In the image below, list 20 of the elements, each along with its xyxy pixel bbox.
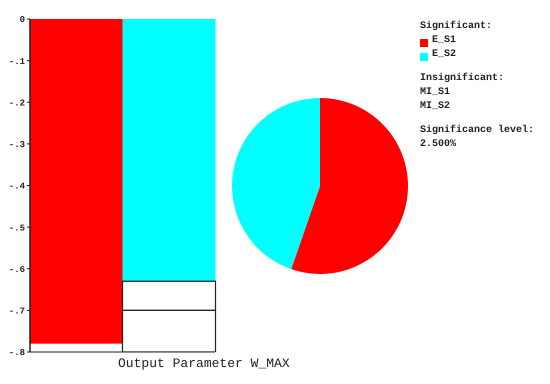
text: Significance level: (420, 124, 534, 138)
y-tick-label: -.6 (8, 264, 25, 275)
text: Insignificant: (420, 72, 506, 86)
y-tick-label: -.7 (8, 306, 25, 317)
pie-slice (232, 98, 320, 270)
text: MI_S1 (420, 86, 452, 100)
y-tick-label: -.4 (8, 182, 26, 192)
legend-title: Significant: (420, 20, 494, 34)
legend-label: E_S2 (432, 48, 456, 62)
y-tick-label: -.8 (8, 348, 25, 358)
y-tick-label: 0 (20, 15, 25, 26)
text: MI_S2 (420, 100, 452, 114)
x-axis-title: Output Parameter W_MAX (118, 356, 290, 371)
y-tick-label: -.2 (8, 98, 25, 108)
y-tick-label: -.1 (8, 56, 26, 67)
legend-label: E_S1 (432, 34, 456, 48)
y-tick-label: -.5 (8, 223, 25, 234)
pie-slice (291, 98, 408, 274)
y-tick-label: -.3 (8, 140, 25, 150)
text: 2.500% (420, 138, 458, 152)
